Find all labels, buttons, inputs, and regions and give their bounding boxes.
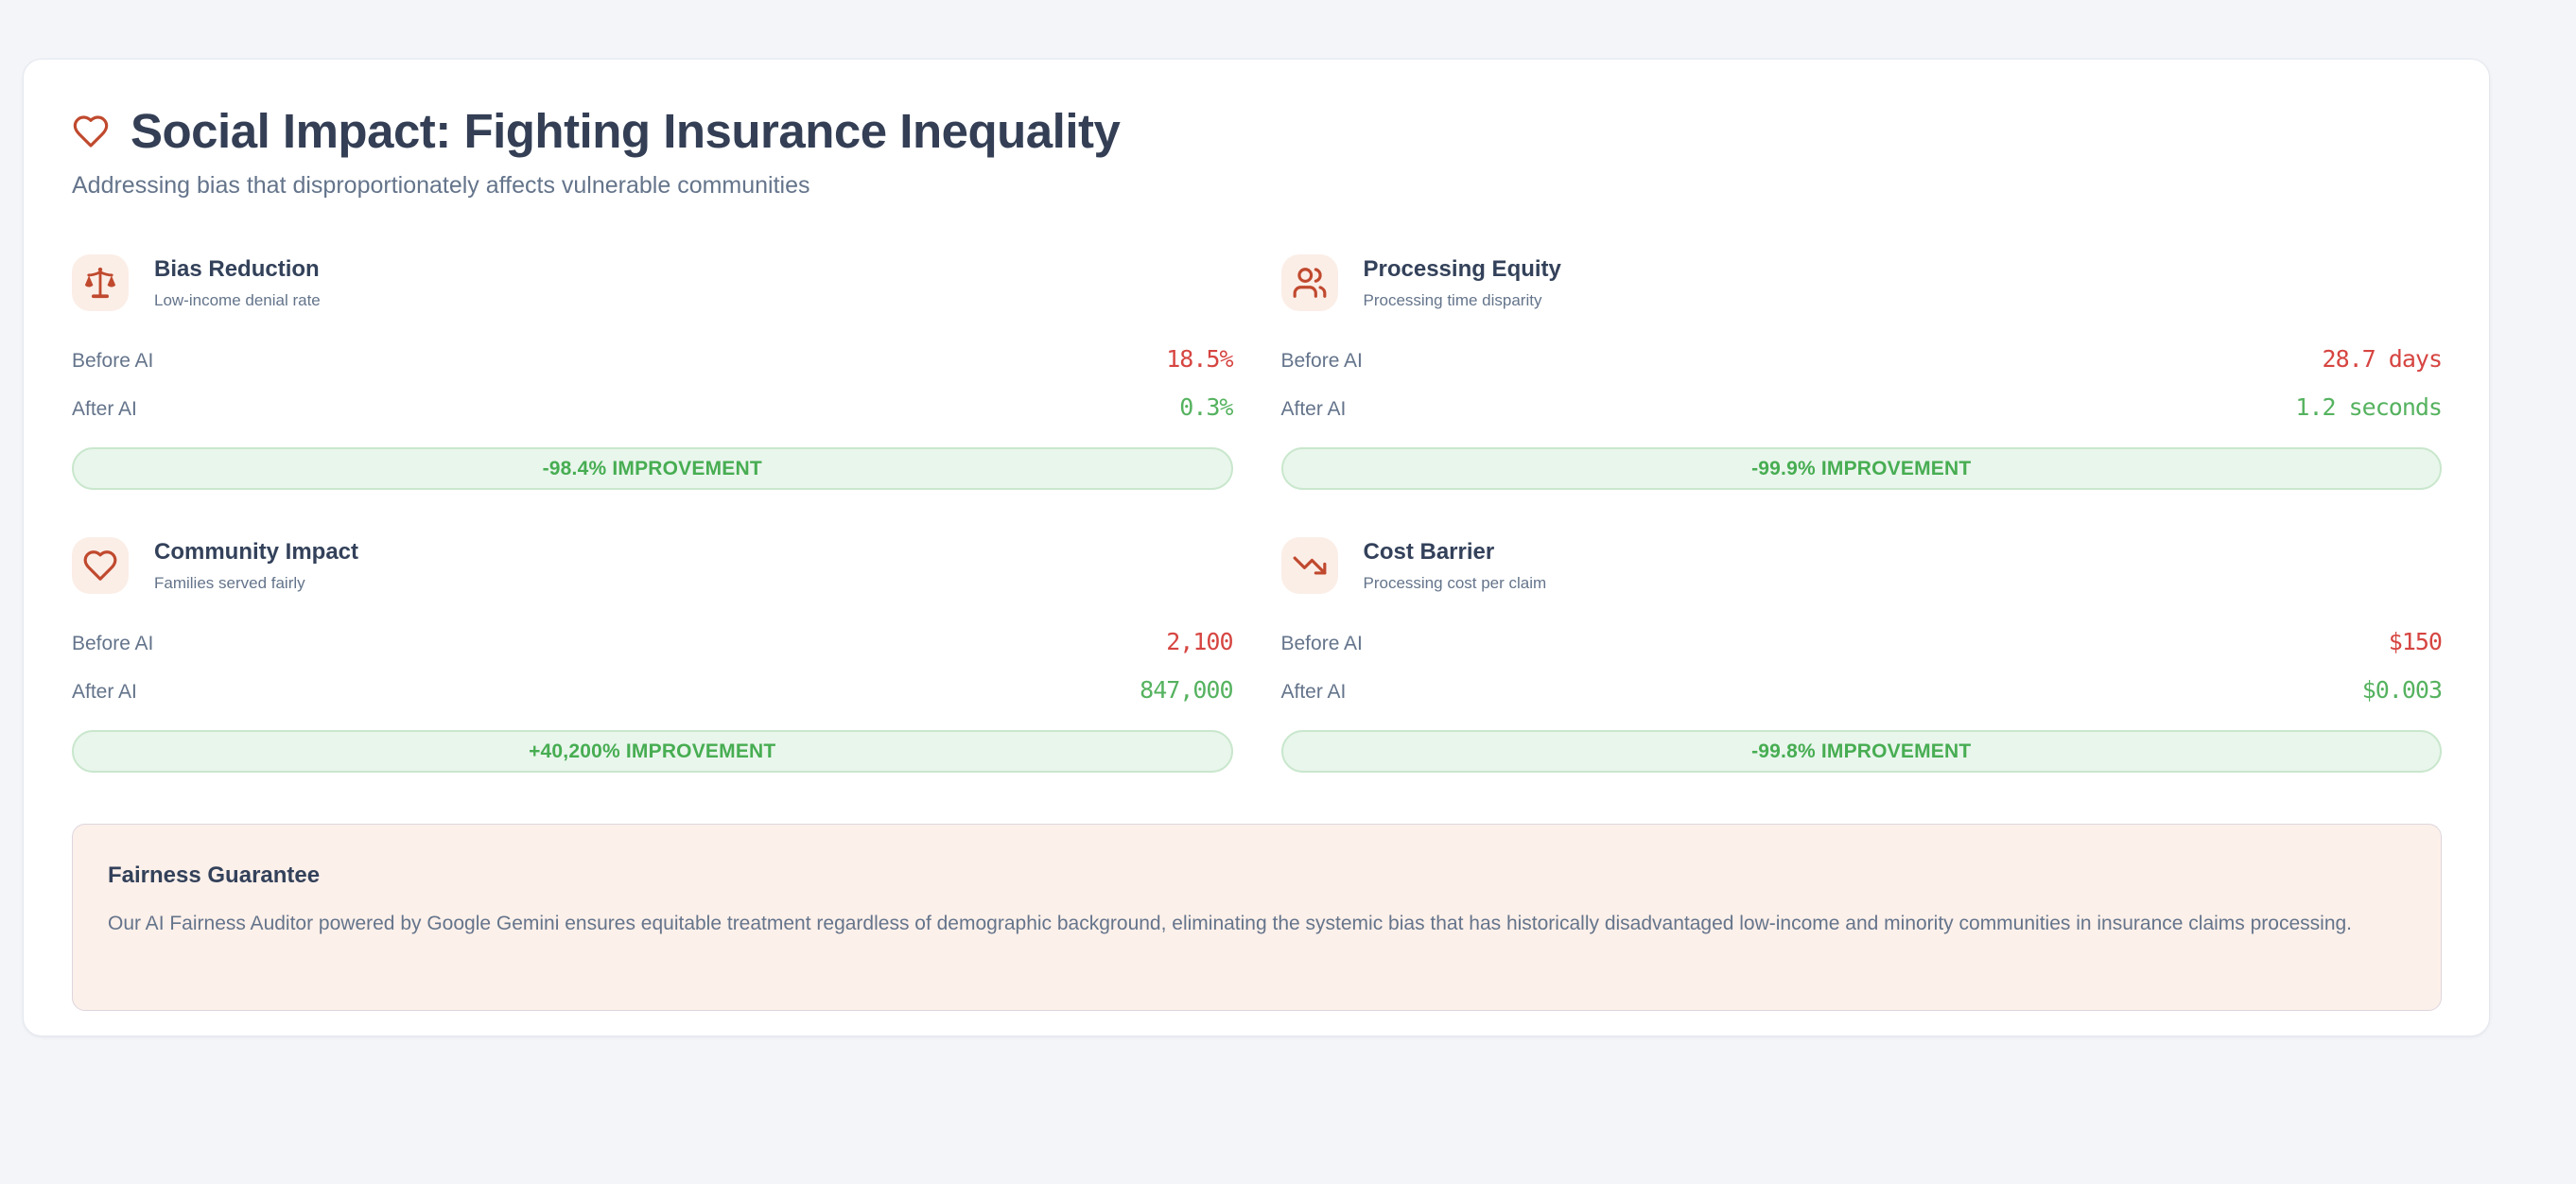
metric-subtitle: Processing time disparity	[1363, 290, 1542, 309]
before-row: Before AI 18.5%	[72, 345, 1234, 373]
metric-subtitle: Processing cost per claim	[1363, 573, 1547, 592]
after-label: After AI	[1280, 681, 1347, 703]
before-value: 2,100	[1166, 628, 1233, 655]
fairness-body: Our AI Fairness Auditor powered by Googl…	[108, 913, 2353, 934]
before-label: Before AI	[1280, 350, 1363, 372]
fairness-guarantee-box: Fairness Guarantee Our AI Fairness Audit…	[72, 824, 2442, 1011]
before-value: $150	[2388, 628, 2443, 655]
before-row: Before AI 28.7 days	[1280, 345, 2444, 373]
trending-down-icon	[1293, 556, 1326, 575]
after-row: After AI 847,000	[72, 676, 1234, 704]
metric-rows: Before AI 18.5% After AI 0.3%	[72, 345, 1234, 421]
metric-subtitle: Families served fairly	[154, 573, 305, 592]
metric-heading-text: Community Impact Families served fairly	[154, 539, 358, 593]
improvement-badge: +40,200% IMPROVEMENT	[72, 730, 1233, 773]
heart-icon	[73, 114, 109, 148]
after-label: After AI	[72, 398, 137, 420]
before-value: 18.5%	[1166, 345, 1233, 373]
metric-community-impact: Community Impact Families served fairly …	[72, 537, 1234, 773]
metric-rows: Before AI 28.7 days After AI 1.2 seconds	[1280, 345, 2444, 421]
icon-box	[1280, 254, 1338, 311]
metric-heading-text: Cost Barrier Processing cost per claim	[1364, 539, 1547, 593]
icon-box	[72, 254, 129, 311]
after-value: 1.2 seconds	[2295, 393, 2443, 421]
metrics-grid: Bias Reduction Low-income denial rate Be…	[72, 254, 2444, 773]
metric-subtitle: Low-income denial rate	[154, 290, 321, 309]
after-row: After AI 1.2 seconds	[1281, 393, 2443, 421]
after-value: $0.003	[2361, 676, 2443, 704]
improvement-badge: -98.4% IMPROVEMENT	[72, 447, 1233, 490]
metric-heading-text: Bias Reduction Low-income denial rate	[154, 256, 321, 310]
metric-header: Bias Reduction Low-income denial rate	[72, 254, 1233, 311]
heart-icon	[83, 550, 117, 581]
before-label: Before AI	[72, 633, 154, 654]
metric-processing-equity: Processing Equity Processing time dispar…	[1280, 254, 2444, 490]
social-impact-card: Social Impact: Fighting Insurance Inequa…	[23, 59, 2490, 1036]
after-label: After AI	[1280, 398, 1347, 420]
metric-title: Community Impact	[154, 538, 359, 565]
metric-rows: Before AI $150 After AI $0.003	[1280, 628, 2444, 704]
metric-header: Processing Equity Processing time dispar…	[1280, 254, 2443, 311]
before-row: Before AI 2,100	[72, 628, 1234, 655]
before-row: Before AI $150	[1280, 628, 2444, 655]
after-row: After AI 0.3%	[72, 393, 1234, 421]
metric-cost-barrier: Cost Barrier Processing cost per claim B…	[1280, 537, 2444, 773]
page-subtitle: Addressing bias that disproportionately …	[72, 172, 810, 199]
improvement-badge: -99.8% IMPROVEMENT	[1280, 730, 2442, 773]
metric-header: Community Impact Families served fairly	[72, 537, 1233, 594]
after-value: 847,000	[1140, 676, 1233, 704]
scale-icon	[84, 267, 116, 299]
page-title: Social Impact: Fighting Insurance Inequa…	[131, 104, 1121, 158]
icon-box	[72, 537, 129, 594]
metric-heading-text: Processing Equity Processing time dispar…	[1364, 256, 1561, 310]
icon-box	[1280, 537, 1338, 594]
metric-title: Processing Equity	[1363, 255, 1561, 282]
metric-bias-reduction: Bias Reduction Low-income denial rate Be…	[72, 254, 1234, 490]
improvement-badge: -99.9% IMPROVEMENT	[1280, 447, 2442, 490]
after-value: 0.3%	[1179, 393, 1233, 421]
card-header: Social Impact: Fighting Insurance Inequa…	[72, 103, 2442, 159]
metric-title: Bias Reduction	[154, 255, 320, 282]
before-label: Before AI	[1280, 633, 1363, 654]
metric-title: Cost Barrier	[1363, 538, 1495, 565]
after-label: After AI	[72, 681, 137, 703]
metric-header: Cost Barrier Processing cost per claim	[1280, 537, 2443, 594]
after-row: After AI $0.003	[1280, 676, 2444, 704]
users-icon	[1293, 268, 1326, 298]
before-value: 28.7 days	[2322, 345, 2443, 373]
fairness-title: Fairness Guarantee	[108, 862, 321, 888]
before-label: Before AI	[72, 350, 154, 372]
metric-rows: Before AI 2,100 After AI 847,000	[72, 628, 1234, 704]
